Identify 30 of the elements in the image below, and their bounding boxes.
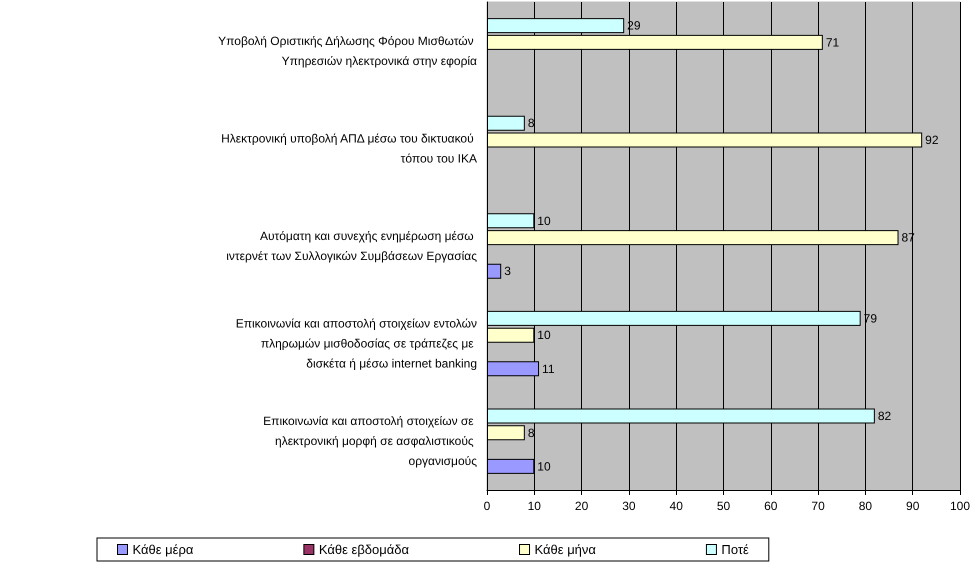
x-tick-label: 30 — [622, 499, 636, 513]
x-tick-label: 10 — [528, 499, 542, 513]
data-label: 8 — [528, 116, 535, 130]
y-tick-label: Επικοινωνία και αποστολή στοιχείων σε ηλεκτρονική μορφή σε ασφαλιστικούς οργανισμούς — [263, 414, 478, 468]
legend-label: Κάθε μέρα — [132, 542, 194, 557]
data-label: 10 — [537, 459, 551, 474]
data-label: 8 — [528, 426, 535, 440]
data-label: 10 — [537, 214, 551, 228]
y-tick-label: Ηλεκτρονική υποβολή ΑΠΔ μέσω του δικτυακού τόπου του ΙΚΑ — [221, 131, 477, 166]
x-tick-label: 70 — [811, 499, 826, 513]
data-label: 92 — [925, 133, 939, 147]
x-tick-label: 60 — [764, 499, 778, 513]
x-tick-label: 0 — [484, 499, 491, 513]
legend-label: Κάθε εβδομάδα — [318, 542, 410, 557]
x-tick-label: 20 — [574, 499, 589, 513]
x-tick-label: 80 — [858, 499, 872, 513]
y-tick-label: Αυτόματη και συνεχής ενημέρωση μέσω ιντερνέτ των Συλλογικών Συμβάσεων Εργασίας — [226, 229, 478, 263]
y-tick-label: Υποβολή Οριστικής Δήλωσης Φόρου Μισθωτών Υπηρεσιών ηλεκτρονικά στην εφορία — [218, 34, 478, 68]
x-tick-label: 90 — [906, 499, 920, 513]
y-tick-label: Επικοινωνία και αποστολή στοιχείων εντολών πληρωμών μισθοδοσίας σε τράπεζες με δισκέτα ή μέσω internet banking — [236, 316, 477, 371]
x-tick-label: 50 — [716, 499, 730, 513]
data-label: 3 — [504, 264, 512, 278]
data-label: 10 — [537, 328, 551, 342]
data-label: 11 — [542, 362, 555, 376]
legend-label: Ποτέ — [721, 542, 749, 557]
data-label: 82 — [878, 409, 892, 423]
x-tick-label: 100 — [950, 499, 970, 513]
legend-label: Κάθε μήνα — [534, 542, 596, 557]
x-tick-label: 40 — [670, 499, 684, 513]
data-label: 71 — [826, 35, 840, 50]
